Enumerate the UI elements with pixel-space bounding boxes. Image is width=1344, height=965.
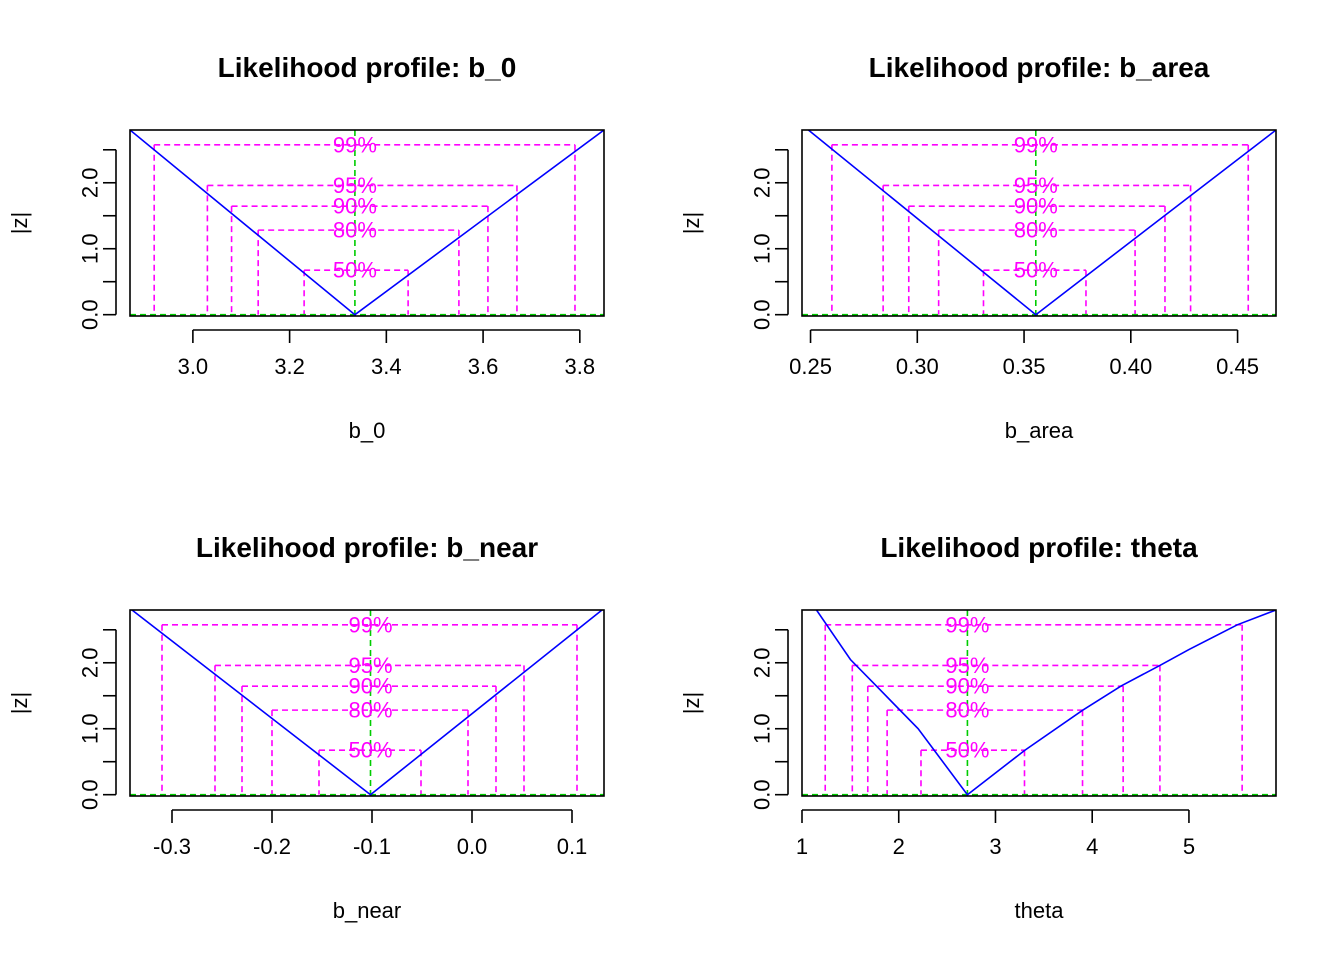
- x-tick-label: 1: [796, 834, 808, 859]
- y-tick-label: 2.0: [78, 647, 103, 678]
- level-label: 50%: [348, 738, 392, 763]
- y-tick-label: 0.0: [78, 779, 103, 810]
- level-label: 50%: [1014, 258, 1058, 283]
- y-tick-label: 2.0: [750, 167, 775, 198]
- panel-title: Likelihood profile: b_area: [869, 52, 1210, 83]
- plot-frame: [129, 609, 605, 797]
- profile-curve: [130, 130, 604, 316]
- profile-curve: [815, 610, 1276, 796]
- y-tick-label: 0.0: [78, 299, 103, 330]
- y-tick-label: 0.0: [750, 299, 775, 330]
- plot-area: [130, 610, 604, 796]
- x-axis-label: b_area: [1005, 418, 1074, 443]
- x-tick-label: 3.4: [371, 354, 402, 379]
- y-tick-label: 1.0: [78, 713, 103, 744]
- x-tick-label: 3.6: [468, 354, 499, 379]
- y-tick-label: 1.0: [750, 233, 775, 264]
- y-axis-label: |z|: [679, 212, 704, 234]
- x-tick-label: 3.2: [274, 354, 305, 379]
- level-label: 50%: [333, 258, 377, 283]
- panel-title: Likelihood profile: b_0: [218, 52, 517, 83]
- x-tick-label: 0.35: [1003, 354, 1046, 379]
- x-tick-label: 0.0: [457, 834, 488, 859]
- x-tick-label: 3.0: [178, 354, 209, 379]
- x-axis-label: b_0: [349, 418, 386, 443]
- level-label: 80%: [333, 218, 377, 243]
- panel-3: Likelihood profile: b_near b_near |z| -0.3 -…: [7, 532, 605, 923]
- x-tick-label: 0.45: [1216, 354, 1259, 379]
- x-tick-label: 0.1: [557, 834, 588, 859]
- x-tick-label: 3.8: [565, 354, 596, 379]
- level-label: 95%: [348, 653, 392, 678]
- level-label: 99%: [333, 132, 377, 157]
- plot-area: [802, 130, 1276, 316]
- level-label: 90%: [945, 674, 989, 699]
- panel-title: Likelihood profile: b_near: [196, 532, 538, 563]
- profile-curve: [131, 610, 603, 796]
- panel-4: Likelihood profile: theta theta |z| 1 2 3 4 5 0.…: [679, 532, 1277, 923]
- level-label: 50%: [945, 738, 989, 763]
- y-axis-label: |z|: [7, 212, 32, 234]
- panel-2: Likelihood profile: b_area b_area |z| 0.25 0…: [679, 52, 1277, 443]
- x-tick-label: 0.25: [789, 354, 832, 379]
- x-tick-label: 3: [989, 834, 1001, 859]
- plot-area: [802, 610, 1276, 796]
- level-label: 90%: [348, 674, 392, 699]
- panel-1: Likelihood profile: b_0 b_0 |z| 3.0 3.2 3.4 3.…: [7, 52, 605, 443]
- x-tick-label: 2: [893, 834, 905, 859]
- level-label: 99%: [1014, 132, 1058, 157]
- level-label: 80%: [1014, 218, 1058, 243]
- level-label: 99%: [348, 612, 392, 637]
- level-label: 99%: [945, 612, 989, 637]
- x-axis-label: b_near: [333, 898, 402, 923]
- panel-title: Likelihood profile: theta: [880, 532, 1198, 563]
- level-label: 95%: [1014, 173, 1058, 198]
- x-tick-label: -0.1: [353, 834, 391, 859]
- x-tick-label: -0.3: [153, 834, 191, 859]
- plot-frame: [129, 129, 605, 317]
- x-tick-label: 4: [1086, 834, 1098, 859]
- y-tick-label: 2.0: [78, 167, 103, 198]
- x-tick-label: 5: [1183, 834, 1195, 859]
- level-label: 90%: [1014, 194, 1058, 219]
- level-label: 95%: [333, 173, 377, 198]
- level-label: 80%: [348, 698, 392, 723]
- x-tick-label: -0.2: [253, 834, 291, 859]
- profile-curve: [807, 130, 1276, 316]
- x-tick-label: 0.30: [896, 354, 939, 379]
- x-tick-label: 0.40: [1109, 354, 1152, 379]
- y-axis-label: |z|: [679, 692, 704, 714]
- plot-frame: [801, 609, 1277, 797]
- plot-frame: [801, 129, 1277, 317]
- y-tick-label: 1.0: [750, 713, 775, 744]
- y-tick-label: 0.0: [750, 779, 775, 810]
- level-label: 90%: [333, 194, 377, 219]
- y-tick-label: 1.0: [78, 233, 103, 264]
- x-axis-label: theta: [1015, 898, 1065, 923]
- y-axis-label: |z|: [7, 692, 32, 714]
- level-label: 95%: [945, 653, 989, 678]
- y-tick-label: 2.0: [750, 647, 775, 678]
- level-label: 80%: [945, 698, 989, 723]
- plot-area: [130, 130, 604, 316]
